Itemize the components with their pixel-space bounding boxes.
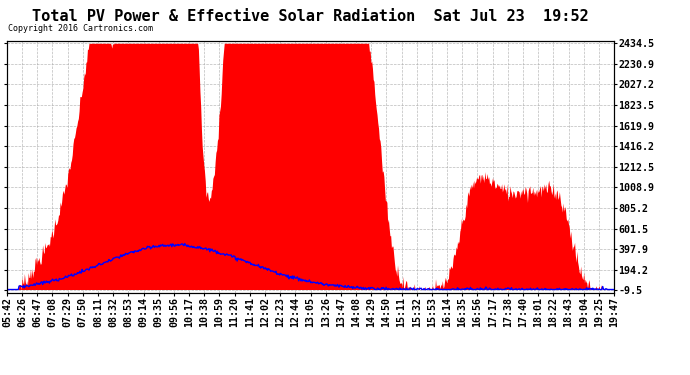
- Text: Total PV Power & Effective Solar Radiation  Sat Jul 23  19:52: Total PV Power & Effective Solar Radiati…: [32, 9, 589, 24]
- Text: PV Panels  (DC Watts): PV Panels (DC Watts): [469, 19, 581, 28]
- Text: Radiation (Effective w/m2): Radiation (Effective w/m2): [320, 19, 460, 28]
- Text: Copyright 2016 Cartronics.com: Copyright 2016 Cartronics.com: [8, 24, 153, 33]
